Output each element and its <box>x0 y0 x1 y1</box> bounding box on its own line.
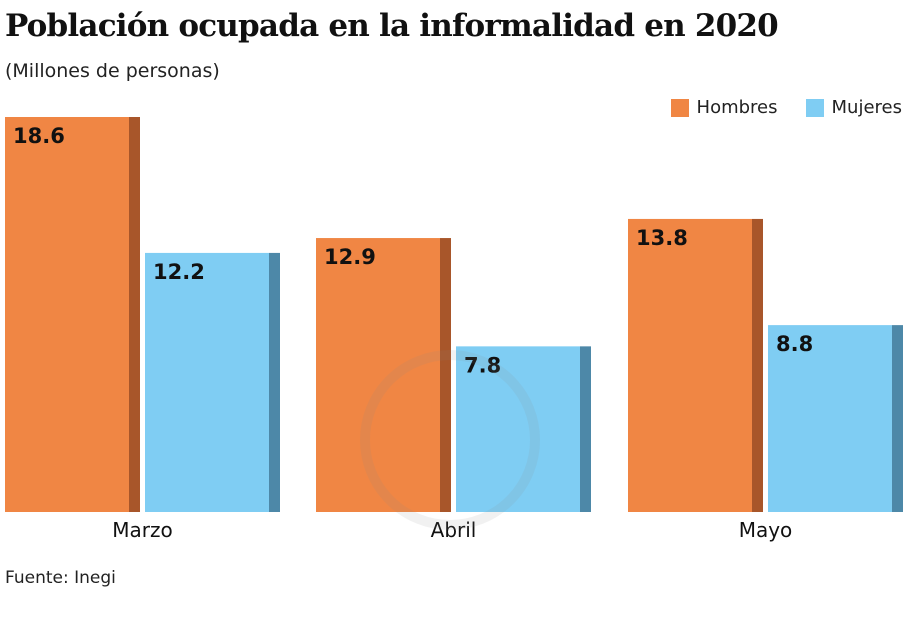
bar-shade-mujeres-marzo <box>269 252 280 512</box>
legend-swatch-hombres <box>670 98 689 117</box>
source-note: Fuente: Inegi <box>5 568 116 588</box>
legend-item-hombres: Hombres <box>670 97 778 118</box>
value-label-hombres-marzo: 18.6 <box>13 124 65 148</box>
category-label-marzo: Marzo <box>112 518 172 542</box>
value-label-mujeres-abril: 7.8 <box>464 353 501 377</box>
bar-shade-mujeres-abril <box>580 346 591 512</box>
chart-subtitle: (Millones de personas) <box>5 60 220 82</box>
bar-shade-hombres-marzo <box>129 117 140 512</box>
bar-shade-mujeres-mayo <box>892 325 903 512</box>
category-label-mayo: Mayo <box>739 518 793 542</box>
value-label-hombres-mayo: 13.8 <box>636 226 688 250</box>
legend-label-hombres: Hombres <box>696 97 778 118</box>
category-label-abril: Abril <box>431 518 477 542</box>
bar-shade-hombres-mayo <box>752 218 763 512</box>
bar-hombres-abril <box>316 238 440 512</box>
bar-mujeres-abril <box>456 346 580 512</box>
value-label-mujeres-marzo: 12.2 <box>153 260 205 284</box>
bar-mujeres-mayo <box>768 325 892 512</box>
legend-swatch-mujeres <box>805 98 824 117</box>
legend: Hombres Mujeres <box>643 97 902 118</box>
bar-hombres-mayo <box>628 218 752 512</box>
legend-item-mujeres: Mujeres <box>805 97 902 118</box>
watermark-emblem <box>360 350 540 530</box>
value-label-mujeres-mayo: 8.8 <box>776 332 813 356</box>
bar-hombres-marzo <box>5 117 129 512</box>
chart-title: Población ocupada en la informalidad en … <box>5 8 779 44</box>
value-label-hombres-abril: 12.9 <box>324 245 376 269</box>
bar-mujeres-marzo <box>145 252 269 512</box>
legend-label-mujeres: Mujeres <box>831 97 902 118</box>
bar-shade-hombres-abril <box>440 238 451 512</box>
